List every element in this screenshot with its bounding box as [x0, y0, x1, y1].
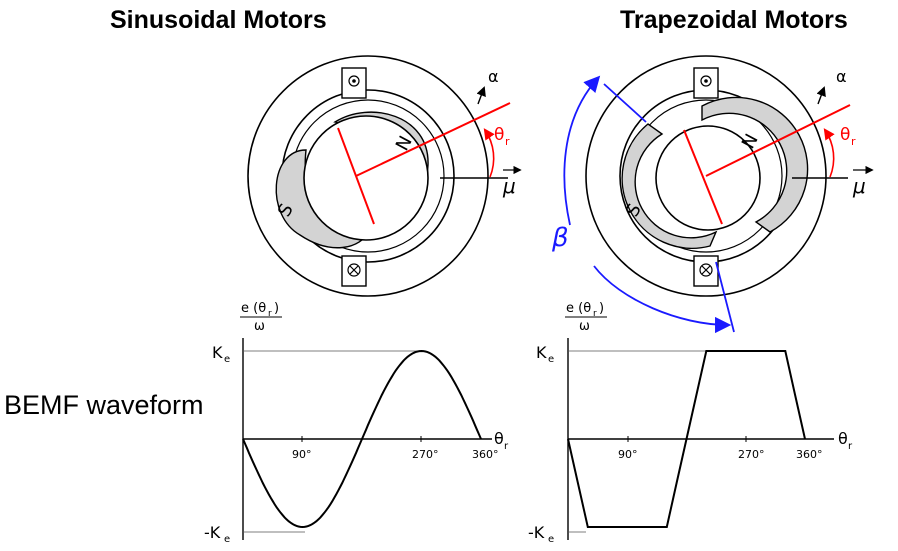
tick-label-90: 90° [292, 448, 312, 461]
svg-text:e: e [548, 534, 554, 545]
trapezoidal-bemf-curve [567, 350, 806, 528]
svg-text:r: r [851, 135, 856, 148]
magnet-south [621, 123, 718, 249]
beta-label: β [551, 223, 569, 253]
beta-arc-top [563, 75, 601, 226]
svg-text:r: r [505, 135, 510, 148]
rotor-axis-line [683, 129, 723, 225]
sinusoidal-motor: N S α θ r μ [247, 55, 522, 297]
dot-icon [348, 75, 360, 87]
rotor [303, 115, 429, 241]
svg-text:e: e [548, 354, 554, 365]
stator-outer [247, 55, 489, 297]
svg-text:r: r [848, 441, 853, 452]
theta-arc [823, 128, 835, 178]
ke-label: K [536, 343, 547, 362]
ylabel-numerator: e (θ [566, 301, 591, 316]
trapezoidal-motor: N S α θ r μ β [551, 55, 874, 334]
ylabel-denominator: ω [254, 319, 265, 334]
neg-ke-label: -K [204, 523, 221, 542]
dot-icon [700, 75, 712, 87]
bottom-slot [341, 255, 367, 287]
svg-text:e: e [224, 534, 230, 545]
title-trapezoidal: Trapezoidal Motors [620, 6, 848, 34]
rotor-direction-line [705, 104, 851, 177]
stator-outer [585, 55, 827, 297]
ke-label: K [212, 343, 223, 362]
tick-label-360: 360° [796, 448, 823, 461]
beta-boundary-top [603, 83, 647, 123]
rotor-direction-line [355, 102, 511, 177]
top-slot [341, 67, 367, 99]
svg-text:): ) [599, 301, 604, 316]
tick-label-270: 270° [738, 448, 765, 461]
mu-label: μ [502, 174, 516, 198]
svg-text:e: e [224, 354, 230, 365]
alpha-arrow [476, 86, 486, 105]
rotor [655, 125, 761, 231]
magnet-north [701, 96, 809, 233]
beta-arc-bottom [593, 265, 732, 334]
alpha-label: α [488, 67, 499, 86]
sinusoidal-bemf-graph: e (θ r ) ω K e -K e 90° 270° 360° θ r [204, 301, 509, 545]
svg-text:r: r [268, 309, 272, 319]
beta-boundary-bottom [715, 261, 735, 333]
theta-arc [483, 128, 495, 178]
svg-text:r: r [593, 309, 597, 319]
tick-label-90: 90° [618, 448, 638, 461]
bemf-row-label: BEMF waveform [4, 390, 204, 420]
tick-label-270: 270° [412, 448, 439, 461]
trapezoidal-bemf-graph: e (θ r ) ω K e -K e 90° 270° 360° θ r [528, 301, 853, 545]
title-sinusoidal: Sinusoidal Motors [110, 6, 327, 34]
sinusoidal-bemf-curve [242, 349, 482, 529]
theta-label: θ [494, 125, 504, 145]
alpha-label: α [836, 67, 847, 86]
theta-label: θ [840, 125, 850, 145]
svg-text:): ) [274, 301, 279, 316]
xaxis-label: θ [494, 429, 504, 448]
bottom-slot [693, 255, 719, 287]
ylabel-denominator: ω [579, 319, 590, 334]
cross-icon [699, 263, 713, 277]
svg-text:r: r [504, 441, 509, 452]
alpha-arrow [816, 86, 826, 105]
mu-label: μ [852, 174, 866, 198]
top-slot [693, 67, 719, 99]
neg-ke-label: -K [528, 523, 545, 542]
ylabel-numerator: e (θ [241, 301, 266, 316]
tick-label-360: 360° [472, 448, 499, 461]
cross-icon [347, 263, 361, 277]
xaxis-label: θ [838, 429, 848, 448]
